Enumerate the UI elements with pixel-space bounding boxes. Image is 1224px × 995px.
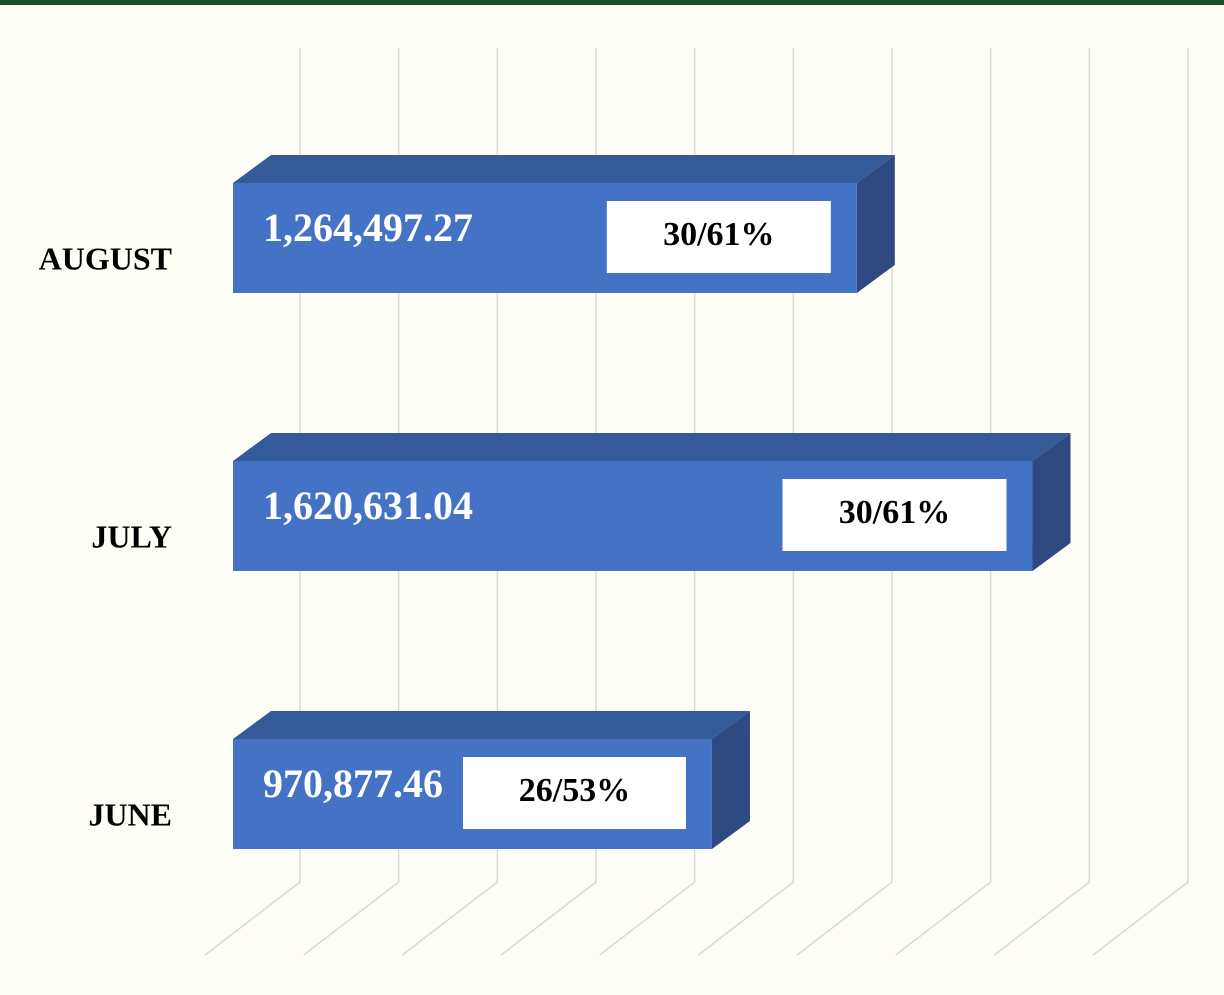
floor-grid-line xyxy=(204,881,301,956)
floor-grid-line xyxy=(1092,881,1189,956)
floor-grid-line xyxy=(796,881,893,956)
annotation: 26/53% xyxy=(519,772,630,809)
category-label: AUGUST xyxy=(39,240,172,276)
bar-side xyxy=(711,711,750,849)
bar-top xyxy=(233,711,750,739)
value-label: 970,877.46 xyxy=(263,761,443,806)
floor-grid-line xyxy=(993,881,1090,956)
floor-grid-line xyxy=(401,881,498,956)
annotation: 30/61% xyxy=(839,494,950,531)
bar-top xyxy=(233,433,1071,461)
annotation: 30/61% xyxy=(663,216,774,253)
floor-grid-line xyxy=(697,881,794,956)
floor-grid-line xyxy=(895,881,992,956)
bar-side xyxy=(1032,433,1071,571)
category-label: JULY xyxy=(91,518,172,554)
annotation-box xyxy=(782,479,1007,551)
annotation-box xyxy=(463,757,686,829)
floor-grid-line xyxy=(500,881,597,956)
value-label: 1,620,631.04 xyxy=(263,483,473,528)
bar-top xyxy=(233,155,895,183)
bar-side xyxy=(856,155,895,293)
value-label: 1,264,497.27 xyxy=(263,205,473,250)
floor-grid-line xyxy=(303,881,400,956)
floor-grid-line xyxy=(599,881,696,956)
category-label: JUNE xyxy=(88,796,172,832)
annotation-box xyxy=(606,201,831,273)
top-band xyxy=(0,0,1224,5)
